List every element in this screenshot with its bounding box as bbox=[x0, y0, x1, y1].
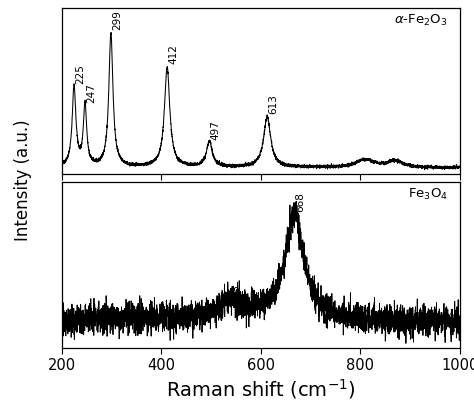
Text: Fe$_3$O$_4$: Fe$_3$O$_4$ bbox=[408, 187, 448, 202]
Text: 668: 668 bbox=[296, 192, 306, 212]
Text: 412: 412 bbox=[168, 44, 178, 64]
Text: 538: 538 bbox=[231, 284, 241, 304]
Text: 299: 299 bbox=[112, 10, 122, 30]
Text: 613: 613 bbox=[268, 94, 278, 114]
Text: 225: 225 bbox=[75, 64, 85, 84]
X-axis label: Raman shift (cm$^{-1}$): Raman shift (cm$^{-1}$) bbox=[166, 378, 356, 400]
Text: 247: 247 bbox=[86, 83, 96, 103]
Text: 497: 497 bbox=[210, 120, 220, 140]
Text: $\alpha$-Fe$_2$O$_3$: $\alpha$-Fe$_2$O$_3$ bbox=[394, 13, 448, 28]
Text: Intensity (a.u.): Intensity (a.u.) bbox=[14, 119, 32, 241]
